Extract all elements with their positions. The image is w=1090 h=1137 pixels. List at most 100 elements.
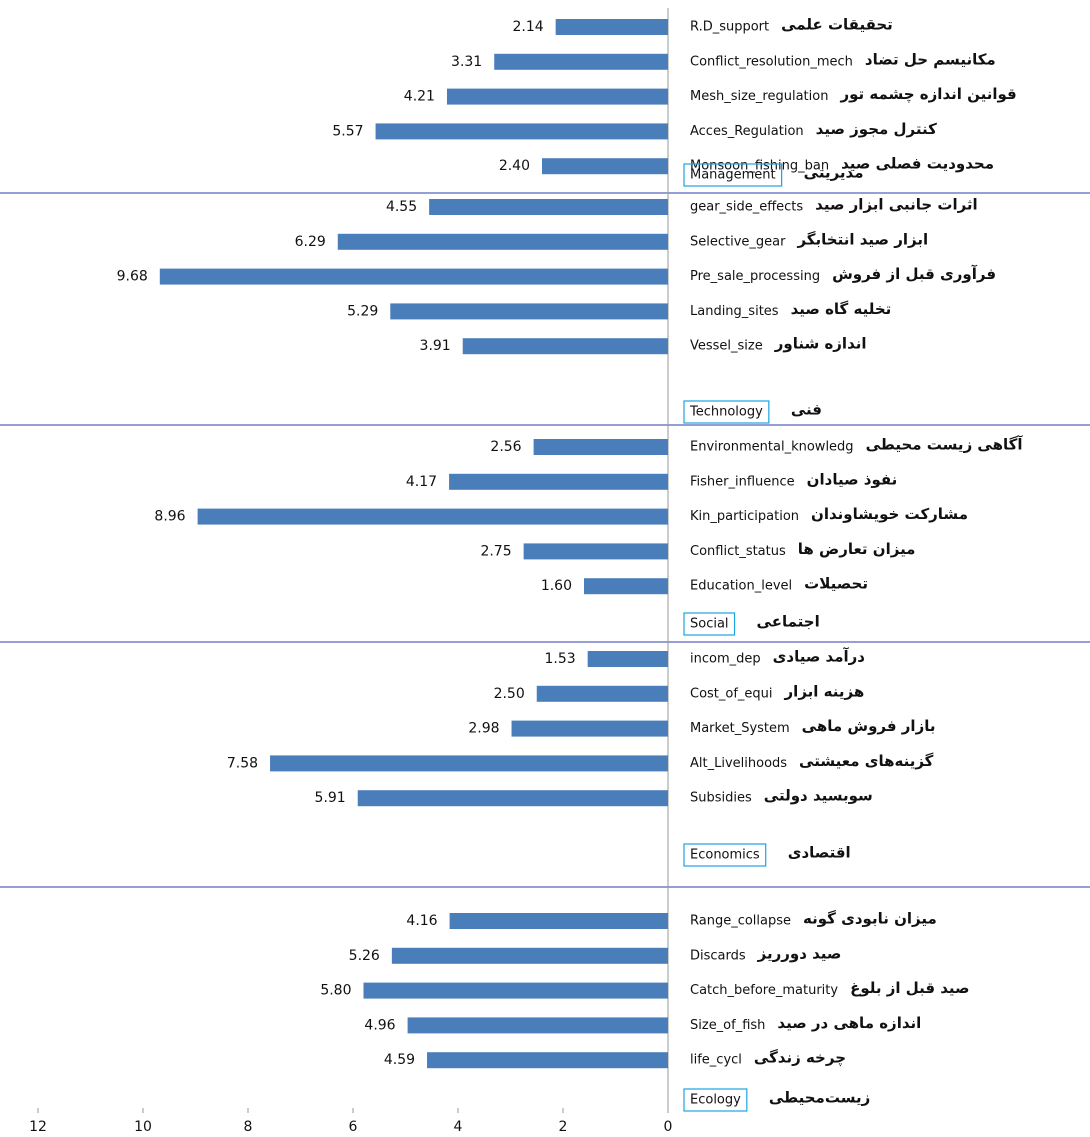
value-label: 2.50 (494, 686, 525, 702)
category-label-fa: تحصیلات (804, 575, 868, 593)
category-label-fa: بازار فروش ماهی (802, 717, 936, 735)
bar (542, 158, 668, 175)
category-label: Landing_sites (690, 304, 779, 319)
bar (159, 268, 669, 285)
group-label: Management (690, 168, 776, 183)
bar (446, 88, 668, 105)
category-label-fa: اندازه ماهی در صید (777, 1014, 921, 1032)
value-label: 4.59 (384, 1052, 415, 1068)
value-label: 7.58 (227, 755, 258, 771)
value-label: 4.96 (364, 1017, 395, 1033)
group-label: Ecology (690, 1093, 741, 1108)
group-label: Social (690, 617, 729, 632)
category-label-fa: قوانین اندازه چشمه تور (839, 85, 1016, 104)
category-label-fa: محدودیت فصلی صید (841, 155, 994, 173)
category-label-fa: ابزار صید انتخابگر (796, 230, 928, 248)
value-label: 2.14 (512, 19, 543, 35)
category-label-fa: میزان تعارض ها (798, 540, 916, 558)
bar (536, 685, 668, 702)
bar (533, 439, 668, 455)
value-label: 2.98 (468, 721, 499, 737)
group-label-fa: اقتصادی (788, 844, 851, 862)
value-label: 5.29 (347, 303, 378, 319)
category-label: Market_System (690, 721, 790, 736)
value-label: 3.91 (420, 338, 451, 354)
group-box (683, 843, 767, 867)
category-label-fa: تحقیقات علمی (781, 16, 893, 34)
category-label: Alt_Livelihoods (690, 756, 787, 771)
group-label-fa: زیست‌محیطی (769, 1089, 870, 1107)
category-label: incom_dep (690, 652, 761, 667)
bar (449, 473, 668, 490)
value-label: 9.68 (117, 269, 148, 285)
value-label: 4.16 (406, 913, 437, 929)
category-label-fa: اثرات جانبی ابزار صید (815, 196, 978, 214)
value-label: 4.55 (386, 199, 417, 215)
x-tick-label: 8 (244, 1119, 253, 1135)
category-label: Acces_Regulation (690, 124, 804, 139)
category-label-fa: مکانیسم حل تضاد (865, 50, 996, 68)
value-label: 2.40 (499, 158, 530, 174)
group-box (683, 400, 770, 424)
category-label: Kin_participation (690, 509, 799, 524)
x-tick-label: 12 (29, 1119, 47, 1135)
value-label: 1.60 (541, 578, 572, 594)
category-label: Monsoon_fishing_ban (690, 159, 829, 174)
group-box (683, 1088, 748, 1112)
bar (587, 651, 668, 667)
value-label: 1.53 (545, 651, 576, 667)
bar (337, 233, 668, 250)
category-label-fa: تخلیه گاه صید (791, 300, 892, 318)
group-box (683, 163, 783, 187)
x-tick-label: 2 (559, 1119, 568, 1135)
group-label: Economics (690, 848, 760, 863)
value-label: 4.21 (404, 89, 435, 105)
bar (407, 1017, 668, 1034)
category-label-fa: صید قبل از بلوغ (850, 979, 969, 997)
value-label: 5.26 (349, 948, 380, 964)
bar (511, 720, 668, 737)
bar (357, 790, 668, 807)
category-label-fa: فرآوری قبل از فروش (832, 265, 996, 283)
bar (363, 982, 668, 999)
category-label: Education_level (690, 579, 792, 594)
x-tick-label: 6 (349, 1119, 358, 1135)
value-label: 8.96 (154, 509, 185, 525)
category-label: Conflict_status (690, 544, 786, 559)
value-label: 5.57 (332, 123, 363, 139)
category-label: Conflict_resolution_mech (690, 54, 853, 69)
group-box (683, 612, 736, 636)
category-label-fa: چرخه زندگی (754, 1049, 846, 1068)
bar (555, 19, 668, 35)
group-label-fa: مدیریتی (804, 164, 864, 182)
value-label: 4.17 (406, 474, 437, 490)
category-label: Environmental_knowledg (690, 440, 854, 455)
bar (523, 543, 668, 560)
group-label: Technology (689, 405, 763, 420)
category-label-fa: درآمد صیادی (773, 648, 866, 666)
category-label-fa: میزان نابودی گونه (803, 910, 937, 928)
category-label-fa: سوبسید دولتی (764, 787, 873, 805)
category-label-fa: هزینه ابزار (784, 682, 865, 700)
category-label: Vessel_size (690, 339, 763, 354)
category-label-fa: صید دورریز (757, 944, 842, 962)
bar (494, 53, 668, 70)
category-label: Catch_before_maturity (690, 983, 838, 998)
value-label: 5.80 (320, 983, 351, 999)
category-label-fa: آگاهی زیست محیطی (866, 436, 1024, 454)
group-label-fa: اجتماعی (757, 613, 820, 631)
value-label: 3.31 (451, 54, 482, 70)
x-tick-label: 0 (664, 1119, 673, 1135)
value-label: 6.29 (295, 234, 326, 250)
category-label-fa: گزینه‌های معیشتی (799, 752, 934, 770)
category-label-fa: نفوذ صیادان (807, 470, 898, 488)
category-label: Fisher_influence (690, 474, 795, 489)
category-label-fa: کنترل مجوز صید (816, 120, 937, 138)
bar (584, 578, 668, 595)
category-label: Cost_of_equi (690, 686, 773, 701)
x-tick-label: 10 (134, 1119, 152, 1135)
category-label: Subsidies (690, 791, 752, 806)
category-label: R.D_support (690, 20, 769, 35)
x-tick-label: 4 (454, 1119, 463, 1135)
